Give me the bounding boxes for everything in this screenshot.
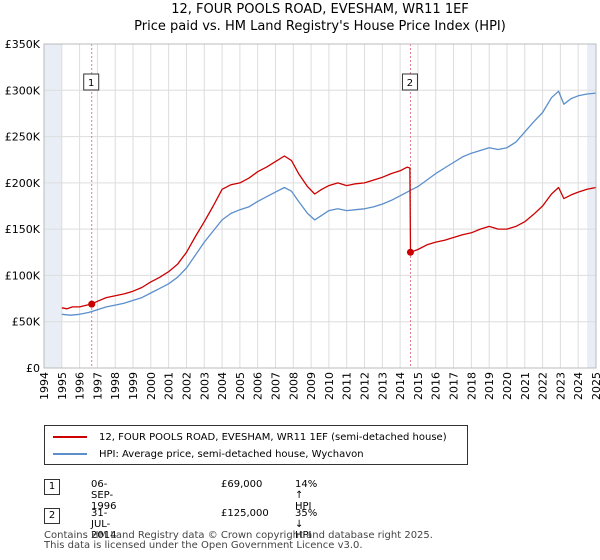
x-tick-label: 2009	[305, 372, 318, 400]
x-tick-label: 2004	[216, 372, 229, 400]
x-tick-label: 2023	[554, 372, 567, 400]
x-tick-label: 2003	[198, 372, 211, 400]
transaction-date: 06-SEP-1996	[91, 479, 117, 512]
legend-label-hpi: HPI: Average price, semi-detached house,…	[99, 448, 364, 460]
footer-attribution: Contains HM Land Registry data © Crown c…	[44, 531, 433, 551]
x-tick-label: 2008	[287, 372, 300, 400]
price-chart: £0 £50K £100K £150K £200K £250K £300K £350K 1994…	[5, 38, 600, 400]
x-tick-label: 2024	[572, 372, 585, 400]
x-tick-label: 1997	[91, 372, 104, 400]
annotation-badge-label: 1	[88, 78, 94, 89]
legend-item-hpi: HPI: Average price, semi-detached house,…	[53, 446, 364, 462]
chart-title: 12, FOUR POOLS ROAD, EVESHAM, WR11 1EF	[171, 2, 469, 17]
legend: 12, FOUR POOLS ROAD, EVESHAM, WR11 1EF (…	[44, 425, 468, 465]
annotation-badge-box	[401, 73, 418, 91]
legend-swatch-hpi	[53, 453, 87, 455]
x-tick-label: 2022	[537, 372, 550, 400]
y-tick-label: £100K	[5, 269, 41, 282]
x-tick-label: 2014	[394, 372, 407, 400]
property-price-line	[61, 155, 597, 310]
annotation-badge-box	[83, 73, 100, 91]
transaction-point	[406, 248, 414, 256]
transaction-point	[88, 300, 96, 308]
footer-copyright: Contains HM Land Registry data © Crown c…	[44, 530, 433, 541]
x-tick-label: 2025	[590, 372, 600, 400]
shaded-period	[44, 44, 62, 368]
x-tick-label: 2016	[430, 372, 443, 400]
x-tick-label: 2017	[448, 372, 461, 400]
legend-swatch-property	[53, 436, 87, 438]
x-tick-label: 2012	[359, 372, 372, 400]
legend-label-property: 12, FOUR POOLS ROAD, EVESHAM, WR11 1EF (…	[99, 431, 447, 443]
plot-area-border	[43, 43, 597, 369]
x-tick-label: 1998	[109, 372, 122, 400]
chart-subtitle: Price paid vs. HM Land Registry's House …	[134, 19, 506, 34]
hpi-line	[61, 90, 597, 316]
transaction-date: 31-JUL-2014	[91, 508, 117, 541]
x-tick-label: 2002	[180, 372, 193, 400]
transaction-number-badge: 2	[44, 508, 60, 524]
x-tick-label: 2006	[252, 372, 265, 400]
x-tick-label: 1999	[127, 372, 140, 400]
x-tick-label: 2021	[519, 372, 532, 400]
x-tick-label: 2005	[234, 372, 247, 400]
x-tick-label: 1996	[74, 372, 87, 400]
transaction-number-badge: 1	[44, 479, 60, 495]
y-tick-label: £300K	[5, 84, 41, 97]
y-tick-label: £150K	[5, 223, 41, 236]
y-tick-label: £250K	[5, 131, 41, 144]
transaction-price: £125,000	[221, 508, 269, 519]
x-tick-label: 1994	[38, 372, 51, 400]
transaction-hpi-diff: 35% ↓ HPI	[295, 508, 318, 541]
x-tick-label: 2020	[501, 372, 514, 400]
transaction-price: £69,000	[221, 479, 263, 490]
y-tick-label: £350K	[5, 38, 41, 51]
x-tick-label: 2000	[145, 372, 158, 400]
x-tick-label: 2011	[341, 372, 354, 400]
x-tick-label: 2015	[412, 372, 425, 400]
x-tick-label: 1995	[56, 372, 69, 400]
transaction-hpi-diff: 14% ↑ HPI	[295, 479, 318, 512]
y-tick-label: £0	[26, 362, 40, 375]
x-tick-label: 2010	[323, 372, 336, 400]
annotation-badge-label: 2	[407, 78, 413, 89]
footer-licence: This data is licensed under the Open Gov…	[44, 540, 363, 551]
x-tick-label: 2018	[465, 372, 478, 400]
y-tick-label: £50K	[12, 316, 41, 329]
x-tick-label: 2013	[376, 372, 389, 400]
shaded-period	[587, 44, 596, 368]
x-tick-label: 2007	[269, 372, 282, 400]
legend-item-property: 12, FOUR POOLS ROAD, EVESHAM, WR11 1EF (…	[53, 429, 447, 445]
x-tick-label: 2001	[163, 372, 176, 400]
x-tick-label: 2019	[483, 372, 496, 400]
y-tick-label: £200K	[5, 177, 41, 190]
